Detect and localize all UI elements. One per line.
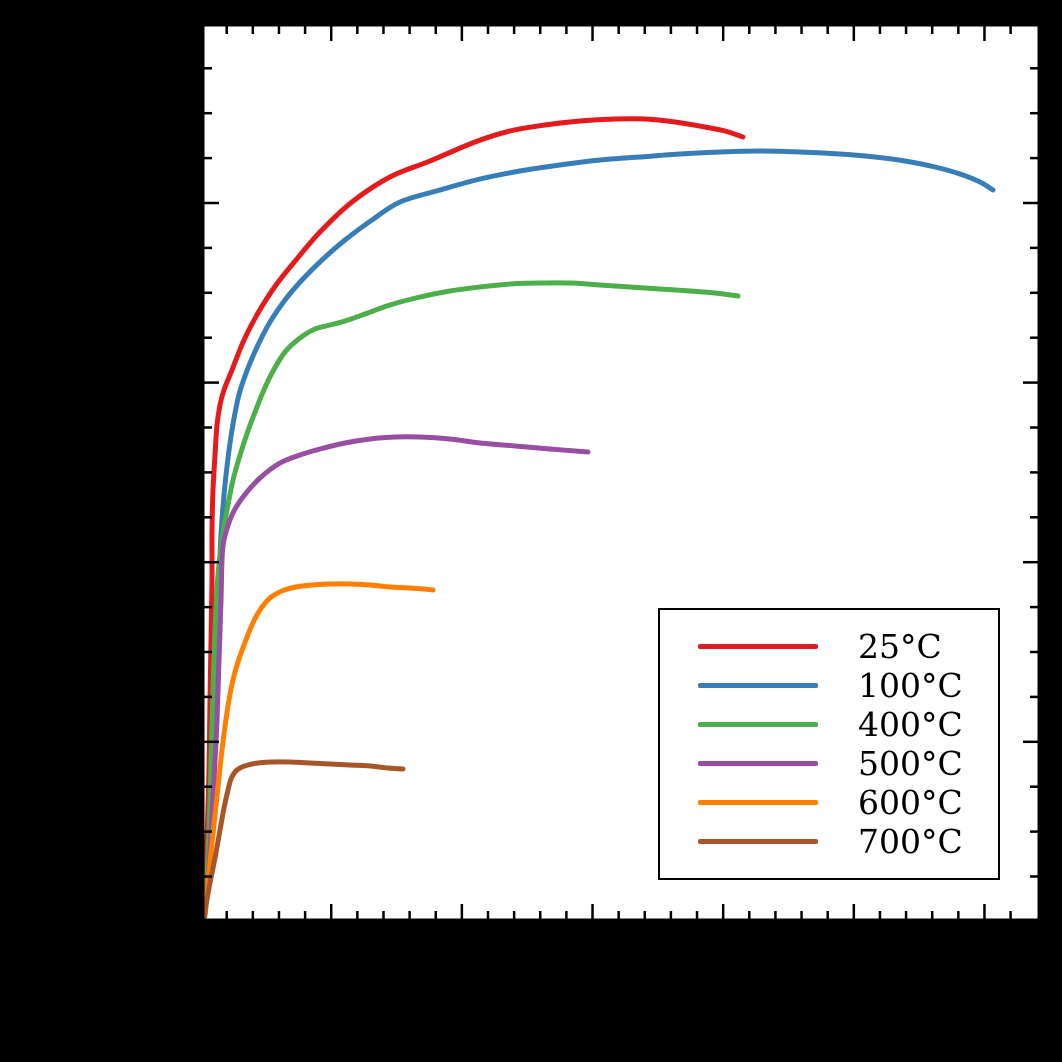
legend-label: 700°C [858, 822, 963, 861]
legend-label: 400°C [858, 705, 963, 744]
legend-line-sample [698, 683, 818, 688]
legend-item: 700°C [660, 822, 998, 861]
legend-label: 25°C [858, 627, 942, 666]
legend-line-sample [698, 839, 818, 844]
legend-item: 600°C [660, 783, 998, 822]
legend-item: 400°C [660, 705, 998, 744]
legend-label: 100°C [858, 666, 963, 705]
figure-canvas: 25°C100°C400°C500°C600°C700°C [0, 0, 1062, 1062]
legend-line-sample [698, 722, 818, 727]
legend-line-sample [698, 800, 818, 805]
legend: 25°C100°C400°C500°C600°C700°C [658, 608, 1000, 880]
legend-item: 500°C [660, 744, 998, 783]
legend-item: 100°C [660, 666, 998, 705]
legend-line-sample [698, 644, 818, 649]
legend-line-sample [698, 761, 818, 766]
legend-label: 500°C [858, 744, 963, 783]
legend-label: 600°C [858, 783, 963, 822]
legend-item: 25°C [660, 627, 998, 666]
chart-svg [0, 0, 1062, 1062]
